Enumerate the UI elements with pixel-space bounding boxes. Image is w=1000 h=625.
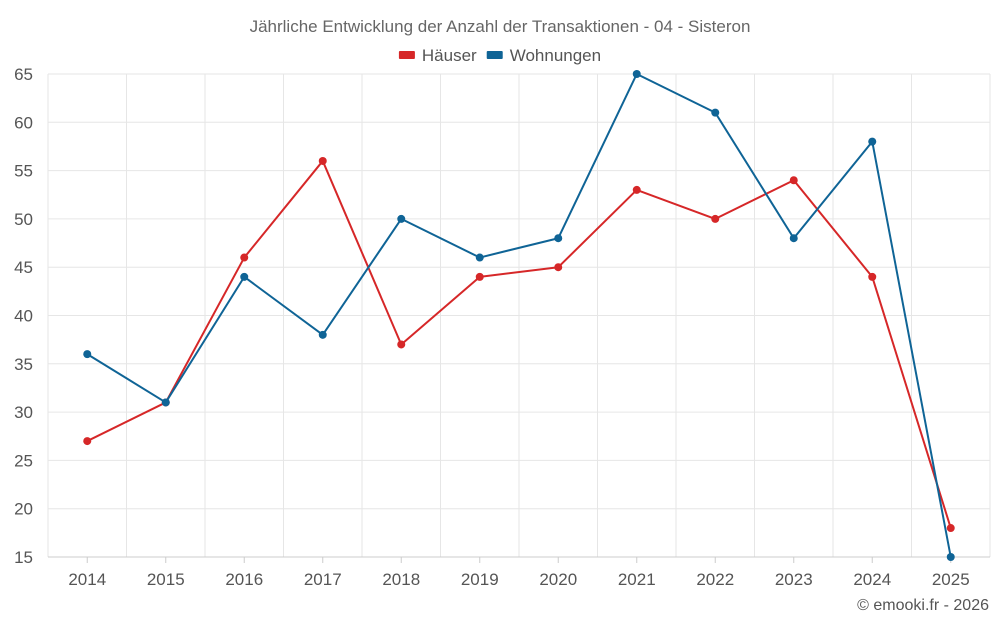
data-point-haeuser[interactable] (554, 263, 563, 272)
data-point-wohnungen[interactable] (475, 253, 484, 262)
x-axis: 2014 2015 2016 2017 2018 2019 2020 2021 2022 2023… (68, 557, 970, 589)
y-tick-label: 35 (14, 355, 33, 374)
data-point-haeuser[interactable] (711, 214, 720, 223)
x-tick-label: 2020 (539, 570, 577, 589)
x-tick-label: 2024 (853, 570, 891, 589)
data-point-haeuser[interactable] (318, 156, 327, 165)
y-tick-label: 15 (14, 548, 33, 567)
y-tick-label: 55 (14, 162, 33, 181)
data-point-haeuser[interactable] (240, 253, 249, 262)
y-axis: 15 20 25 30 35 40 45 50 55 60 65 (14, 65, 33, 567)
data-point-wohnungen[interactable] (632, 70, 641, 78)
credit-text: © emooki.fr - 2026 (857, 597, 989, 614)
data-point-wohnungen[interactable] (946, 553, 955, 561)
legend-swatch (398, 51, 415, 59)
chart-title: Jährliche Entwicklung der Anzahl der Tra… (250, 17, 751, 36)
data-point-wohnungen[interactable] (397, 214, 406, 223)
series-line-haeuser (86, 159, 952, 529)
series-wohnungen (83, 70, 955, 561)
data-point-haeuser[interactable] (632, 185, 641, 194)
x-tick-label: 2017 (304, 570, 342, 589)
x-tick-label: 2021 (618, 570, 656, 589)
data-point-wohnungen[interactable] (711, 108, 720, 117)
x-tick-label: 2015 (147, 570, 185, 589)
legend-item-haeuser[interactable]: Häuser (398, 46, 477, 65)
data-point-haeuser[interactable] (946, 524, 955, 533)
legend-item-wohnungen[interactable]: Wohnungen (486, 46, 601, 65)
series-group (83, 70, 955, 561)
y-tick-label: 60 (14, 113, 33, 132)
x-tick-label: 2018 (382, 570, 420, 589)
data-point-wohnungen[interactable] (789, 234, 798, 243)
legend-label: Wohnungen (510, 46, 601, 65)
series-line-wohnungen (86, 73, 952, 558)
x-tick-label: 2022 (696, 570, 734, 589)
data-point-wohnungen[interactable] (83, 350, 92, 359)
x-tick-label: 2014 (68, 570, 106, 589)
x-tick-label: 2019 (461, 570, 499, 589)
data-point-haeuser[interactable] (397, 340, 406, 349)
data-point-wohnungen[interactable] (868, 137, 877, 146)
data-point-haeuser[interactable] (789, 176, 798, 185)
y-tick-label: 45 (14, 258, 33, 277)
legend: Häuser Wohnungen (398, 46, 601, 65)
legend-label: Häuser (422, 46, 477, 65)
data-point-wohnungen[interactable] (554, 234, 563, 243)
grid (47, 73, 991, 558)
data-point-haeuser[interactable] (83, 437, 92, 446)
y-tick-label: 30 (14, 403, 33, 422)
y-tick-label: 20 (14, 500, 33, 519)
y-tick-label: 65 (14, 65, 33, 84)
y-tick-label: 50 (14, 210, 33, 229)
x-tick-label: 2025 (932, 570, 970, 589)
y-tick-label: 40 (14, 307, 33, 326)
x-tick-label: 2016 (225, 570, 263, 589)
y-tick-label: 25 (14, 451, 33, 470)
data-point-wohnungen[interactable] (240, 272, 249, 281)
data-point-haeuser[interactable] (868, 272, 877, 281)
data-point-haeuser[interactable] (475, 272, 484, 281)
data-point-wohnungen[interactable] (161, 398, 170, 407)
legend-swatch (486, 51, 503, 59)
x-tick-label: 2023 (775, 570, 813, 589)
data-point-wohnungen[interactable] (318, 330, 327, 339)
